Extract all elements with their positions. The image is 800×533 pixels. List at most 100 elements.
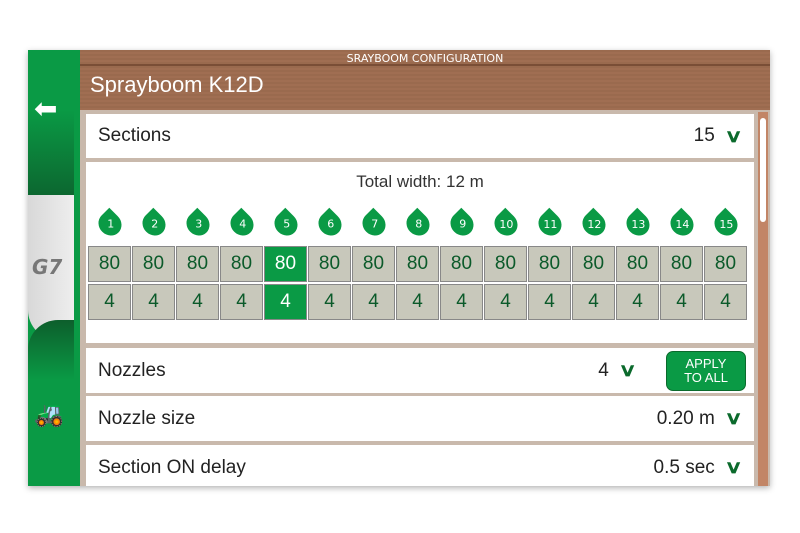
nozzle-drop-icon[interactable]: 3 <box>181 207 214 241</box>
scrollbar[interactable] <box>758 112 768 486</box>
nozzles-value: 4 <box>598 359 609 381</box>
section-column: 12 80 4 <box>572 207 615 322</box>
screen-subtitle: SRAYBOOM CONFIGURATION <box>346 52 504 65</box>
nozzle-drop-icon[interactable]: 15 <box>709 207 742 241</box>
section-nozzles-cell[interactable]: 4 <box>264 284 307 320</box>
section-width-cell[interactable]: 80 <box>704 246 747 282</box>
section-width-cell[interactable]: 80 <box>484 246 527 282</box>
chevron-down-icon[interactable]: ∨ <box>724 125 743 146</box>
nozzle-size-label: Nozzle size <box>98 407 196 429</box>
nozzle-drop-icon[interactable]: 11 <box>533 207 566 241</box>
section-number: 5 <box>282 217 289 231</box>
section-width-cell[interactable]: 80 <box>308 246 351 282</box>
section-nozzles-cell[interactable]: 4 <box>352 284 395 320</box>
section-nozzles-cell[interactable]: 4 <box>440 284 483 320</box>
nozzles-row[interactable]: Nozzles 4 ∨ APPLY TO ALL <box>86 348 754 393</box>
section-nozzles-cell[interactable]: 4 <box>616 284 659 320</box>
section-number: 3 <box>194 217 201 231</box>
section-column: 3 80 4 <box>176 207 219 322</box>
g7-logo[interactable]: G7 <box>32 255 63 279</box>
section-width-cell[interactable]: 80 <box>572 246 615 282</box>
section-column: 9 80 4 <box>440 207 483 322</box>
nozzle-drop-icon[interactable]: 12 <box>577 207 610 241</box>
chevron-down-icon[interactable]: ∨ <box>618 360 637 380</box>
apply-label: TO ALL <box>684 369 728 385</box>
section-nozzles-cell[interactable]: 4 <box>220 284 263 320</box>
section-number: 4 <box>238 217 245 231</box>
section-number: 15 <box>718 217 733 231</box>
section-nozzles-cell[interactable]: 4 <box>660 284 703 320</box>
section-number: 9 <box>458 217 465 231</box>
section-nozzles-cell[interactable]: 4 <box>484 284 527 320</box>
section-number: 7 <box>370 217 377 231</box>
section-number: 14 <box>674 217 689 231</box>
header: SRAYBOOM CONFIGURATION Sprayboom K12D <box>80 50 770 110</box>
nozzle-drop-icon[interactable]: 10 <box>489 207 522 241</box>
section-nozzles-cell[interactable]: 4 <box>396 284 439 320</box>
section-number: 13 <box>630 217 645 231</box>
section-width-cell[interactable]: 80 <box>176 246 219 282</box>
nozzle-drop-icon[interactable]: 9 <box>445 207 478 241</box>
total-width: Total width: 12 m <box>356 172 484 191</box>
section-number: 2 <box>150 217 157 231</box>
section-nozzles-cell[interactable]: 4 <box>176 284 219 320</box>
section-nozzles-cell[interactable]: 4 <box>88 284 131 320</box>
sidebar: ⬅ G7 🚜 <box>28 50 80 486</box>
section-width-cell[interactable]: 80 <box>616 246 659 282</box>
nozzles-label: Nozzles <box>98 359 166 381</box>
nozzle-drop-icon[interactable]: 7 <box>357 207 390 241</box>
back-arrow-icon[interactable]: ⬅ <box>34 92 58 125</box>
section-number: 10 <box>498 217 513 231</box>
section-width-cell[interactable]: 80 <box>440 246 483 282</box>
nozzle-drop-icon[interactable]: 5 <box>269 207 302 241</box>
nozzle-drop-icon[interactable]: 8 <box>401 207 434 241</box>
section-column: 15 80 4 <box>704 207 747 322</box>
nozzle-drop-icon[interactable]: 6 <box>313 207 346 241</box>
section-nozzles-cell[interactable]: 4 <box>704 284 747 320</box>
section-width-cell[interactable]: 80 <box>88 246 131 282</box>
screen: ⬅ G7 🚜 SRAYBOOM CONFIGURATION Sprayboom … <box>28 50 770 486</box>
section-on-delay-row[interactable]: Section ON delay 0.5 sec ∨ <box>86 445 754 486</box>
scroll-thumb[interactable] <box>760 118 766 222</box>
nozzle-drop-icon[interactable]: 14 <box>665 207 698 241</box>
nozzle-drop-icon[interactable]: 2 <box>137 207 170 241</box>
section-width-cell[interactable]: 80 <box>220 246 263 282</box>
tractor-icon[interactable]: 🚜 <box>34 400 64 428</box>
chevron-down-icon[interactable]: ∨ <box>724 457 743 477</box>
section-width-cell[interactable]: 80 <box>396 246 439 282</box>
section-nozzles-cell[interactable]: 4 <box>132 284 175 320</box>
section-number: 8 <box>414 217 421 231</box>
apply-to-all-button[interactable]: APPLY TO ALL <box>666 350 746 391</box>
section-column: 8 80 4 <box>396 207 439 322</box>
section-width-cell[interactable]: 80 <box>352 246 395 282</box>
section-column: 13 80 4 <box>616 207 659 322</box>
section-number: 11 <box>542 217 557 231</box>
page-title: Sprayboom K12D <box>90 72 264 97</box>
apply-label: APPLY <box>685 355 727 371</box>
section-column: 10 80 4 <box>484 207 527 322</box>
sections-row[interactable]: Sections 15 ∨ <box>86 114 754 158</box>
nozzle-drop-icon[interactable]: 4 <box>225 207 258 241</box>
section-nozzles-cell[interactable]: 4 <box>308 284 351 320</box>
section-nozzles-cell[interactable]: 4 <box>528 284 571 320</box>
section-number: 1 <box>106 217 113 231</box>
nozzle-size-row[interactable]: Nozzle size 0.20 m ∨ <box>86 396 754 441</box>
nozzle-size-value: 0.20 m <box>656 407 715 429</box>
nozzle-drop-icon[interactable]: 1 <box>93 207 126 241</box>
section-column: 11 80 4 <box>528 207 571 322</box>
section-column: 2 80 4 <box>132 207 175 322</box>
section-column: 6 80 4 <box>308 207 351 322</box>
section-width-cell[interactable]: 80 <box>132 246 175 282</box>
chevron-down-icon[interactable]: ∨ <box>724 408 743 428</box>
section-number: 6 <box>326 217 333 231</box>
section-nozzles-cell[interactable]: 4 <box>572 284 615 320</box>
sections-label: Sections <box>98 125 171 146</box>
section-width-cell[interactable]: 80 <box>660 246 703 282</box>
section-width-cell[interactable]: 80 <box>264 246 307 282</box>
section-width-cell[interactable]: 80 <box>528 246 571 282</box>
sections-value: 15 <box>693 125 715 146</box>
section-column: 14 80 4 <box>660 207 703 322</box>
nozzle-drop-icon[interactable]: 13 <box>621 207 654 241</box>
